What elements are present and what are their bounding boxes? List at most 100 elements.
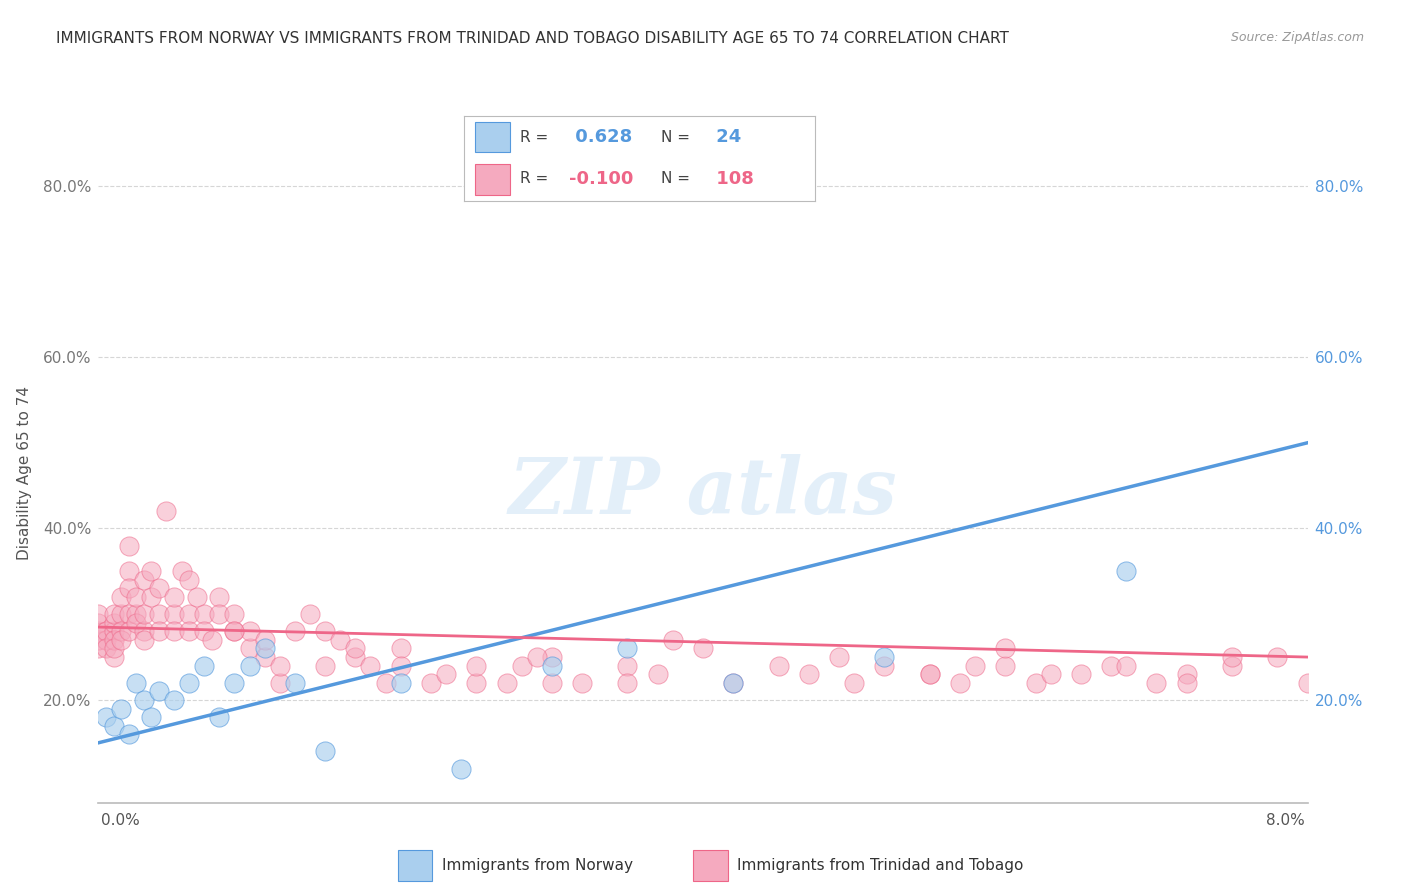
Text: Immigrants from Trinidad and Tobago: Immigrants from Trinidad and Tobago <box>738 858 1024 872</box>
Point <box>110 701 132 715</box>
Point <box>1267 650 1289 665</box>
Point <box>132 624 155 639</box>
Point <box>284 624 307 639</box>
Point <box>94 710 117 724</box>
Point <box>918 667 941 681</box>
Point <box>1296 675 1319 690</box>
Text: Source: ZipAtlas.com: Source: ZipAtlas.com <box>1230 31 1364 45</box>
Point <box>314 658 336 673</box>
Point <box>329 632 352 647</box>
Point <box>224 675 246 690</box>
Point <box>374 675 396 690</box>
Point <box>844 675 866 690</box>
Point <box>132 607 155 622</box>
Point <box>94 632 117 647</box>
Point <box>224 624 246 639</box>
Point <box>132 573 155 587</box>
Point <box>918 667 941 681</box>
Point <box>1115 658 1137 673</box>
Point <box>873 650 896 665</box>
Point <box>1175 675 1198 690</box>
Point <box>284 675 307 690</box>
Point <box>1039 667 1062 681</box>
Point <box>465 675 488 690</box>
Bar <box>693 849 728 881</box>
Point <box>170 565 193 579</box>
Point <box>201 632 224 647</box>
Point <box>389 641 412 656</box>
Point <box>360 658 382 673</box>
Text: R =: R = <box>520 171 554 186</box>
Point <box>253 650 276 665</box>
Point <box>526 650 548 665</box>
Y-axis label: Disability Age 65 to 74: Disability Age 65 to 74 <box>17 385 32 560</box>
Point <box>873 658 896 673</box>
Point <box>994 658 1017 673</box>
Point <box>389 658 412 673</box>
Point <box>148 624 170 639</box>
Point <box>224 607 246 622</box>
Point <box>389 675 412 690</box>
Point <box>253 641 276 656</box>
Point <box>103 719 125 733</box>
Text: Immigrants from Norway: Immigrants from Norway <box>441 858 633 872</box>
Point <box>110 590 132 604</box>
Point <box>269 658 291 673</box>
Point <box>125 675 148 690</box>
Point <box>118 624 141 639</box>
Point <box>541 675 564 690</box>
Point <box>87 615 110 630</box>
Point <box>163 607 186 622</box>
Point <box>616 675 638 690</box>
Point <box>1175 667 1198 681</box>
Point <box>495 675 517 690</box>
Point <box>994 641 1017 656</box>
Point <box>110 624 132 639</box>
Point <box>616 658 638 673</box>
Bar <box>475 164 510 194</box>
Point <box>148 582 170 596</box>
Point <box>1115 565 1137 579</box>
Point <box>692 641 714 656</box>
Point <box>163 590 186 604</box>
Point <box>450 762 472 776</box>
Point <box>647 667 669 681</box>
Point <box>1220 650 1243 665</box>
Text: 24: 24 <box>710 128 741 146</box>
Point <box>965 658 987 673</box>
Point <box>103 632 125 647</box>
Text: -0.100: -0.100 <box>569 169 634 187</box>
Bar <box>398 849 433 881</box>
Point <box>103 607 125 622</box>
Point <box>571 675 593 690</box>
Point <box>148 607 170 622</box>
Point <box>132 693 155 707</box>
Point <box>344 641 367 656</box>
Point <box>103 615 125 630</box>
Point <box>155 504 177 518</box>
Point <box>193 607 215 622</box>
Text: R =: R = <box>520 129 554 145</box>
Point <box>949 675 972 690</box>
Text: 8.0%: 8.0% <box>1265 814 1305 828</box>
Point <box>344 650 367 665</box>
Text: ZIP atlas: ZIP atlas <box>509 454 897 531</box>
Point <box>141 565 163 579</box>
Point <box>434 667 457 681</box>
Point <box>1099 658 1122 673</box>
Text: 0.628: 0.628 <box>569 128 633 146</box>
Point <box>118 607 141 622</box>
Point <box>1220 658 1243 673</box>
Point <box>110 632 132 647</box>
Point <box>239 624 262 639</box>
Point <box>224 624 246 639</box>
Point <box>103 641 125 656</box>
Point <box>797 667 820 681</box>
Point <box>768 658 790 673</box>
Point <box>253 632 276 647</box>
Point <box>118 582 141 596</box>
Text: N =: N = <box>661 171 695 186</box>
Point <box>723 675 745 690</box>
Point <box>94 624 117 639</box>
Point <box>239 641 262 656</box>
